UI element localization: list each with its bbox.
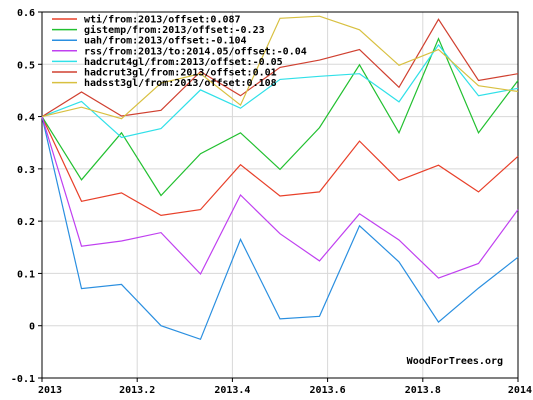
x-tick-label: 2013 <box>38 385 62 396</box>
y-tick-label: 0.2 <box>17 217 35 228</box>
y-tick-label: 0.6 <box>17 8 35 19</box>
series-line <box>41 116 519 217</box>
legend: wti/from:2013/offset:0.087gistemp/from:2… <box>52 14 307 89</box>
series-line <box>41 15 519 120</box>
y-tick-label: 0.1 <box>17 269 35 280</box>
legend-label: gistemp/from:2013/offset:-0.23 <box>84 24 265 36</box>
y-axis: -0.1 0 0.1 0.2 0.3 0.4 0.5 0.6 <box>11 8 42 385</box>
x-tick-label: 2013.6 <box>310 385 346 396</box>
x-axis: 2013 2013.2 2013.4 2013.6 2013.8 2014 <box>38 378 532 396</box>
x-tick-label: 2014 <box>508 385 532 396</box>
series-lines <box>41 15 519 341</box>
series-line <box>41 18 519 118</box>
plot-frame <box>41 11 519 379</box>
y-tick-label: 0.3 <box>17 165 35 176</box>
legend-label: hadcrut3gl/from:2013/offset:0.01 <box>84 68 277 79</box>
y-tick-label: -0.1 <box>11 374 35 385</box>
series-line <box>41 37 519 197</box>
legend-label: rss/from:2013/to:2014.05/offset:-0.04 <box>84 46 307 57</box>
legend-label: wti/from:2013/offset:0.087 <box>84 14 241 26</box>
x-tick-label: 2013.2 <box>119 385 155 396</box>
legend-label: uah/from:2013/offset:-0.104 <box>84 36 247 47</box>
y-tick-label: 0.4 <box>17 113 35 124</box>
x-tick-label: 2013.4 <box>214 385 250 396</box>
legend-label: hadcrut4gl/from:2013/offset:-0.05 <box>84 57 283 68</box>
credit-text: WoodForTrees.org <box>407 356 503 367</box>
series-line <box>41 116 519 341</box>
y-tick-label: 0.5 <box>17 60 35 71</box>
plot-border <box>41 11 519 379</box>
x-tick-label: 2013.8 <box>405 385 441 396</box>
series-line <box>41 43 519 139</box>
series-line <box>41 116 519 279</box>
legend-label: hadsst3gl/from:2013/offset:0.108 <box>84 78 277 89</box>
y-tick-label: 0 <box>29 322 35 333</box>
